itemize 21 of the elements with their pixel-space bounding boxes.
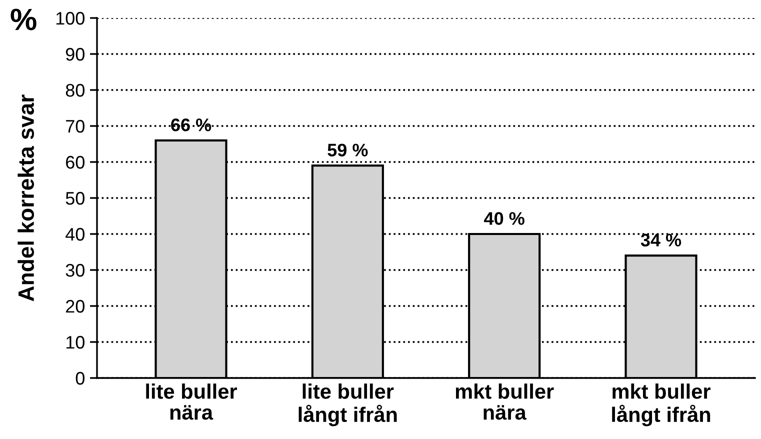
y-tick-label: 20 [66, 300, 84, 313]
y-tick-label: 80 [66, 84, 84, 97]
data-label: 40 % [484, 212, 524, 225]
text: % [10, 8, 36, 30]
y-tick-label: 50 [66, 192, 84, 205]
y-axis-title: Andel korrekta svar [18, 94, 34, 302]
y-tick-label: 90 [66, 48, 84, 61]
y-tick-label: 60 [66, 156, 84, 169]
y-tick-label: 10 [66, 336, 84, 349]
y-tick-label: 30 [66, 264, 84, 277]
data-label: 34 % [640, 234, 682, 246]
x-tick-label: mkt buller långt ifrån [612, 384, 710, 426]
y-tick-label: 0 [76, 372, 84, 385]
y-tick-label: 70 [66, 120, 84, 133]
x-tick-label: mkt buller nära [456, 384, 554, 420]
y-tick-label: 40 [66, 228, 84, 241]
x-tick-label: lite buller långt ifrån [298, 384, 397, 426]
data-label: 66 % [171, 118, 212, 132]
x-tick-label: lite buller nära [146, 384, 237, 420]
data-label: 59 % [328, 144, 368, 156]
y-tick-label: 100 [56, 12, 84, 25]
